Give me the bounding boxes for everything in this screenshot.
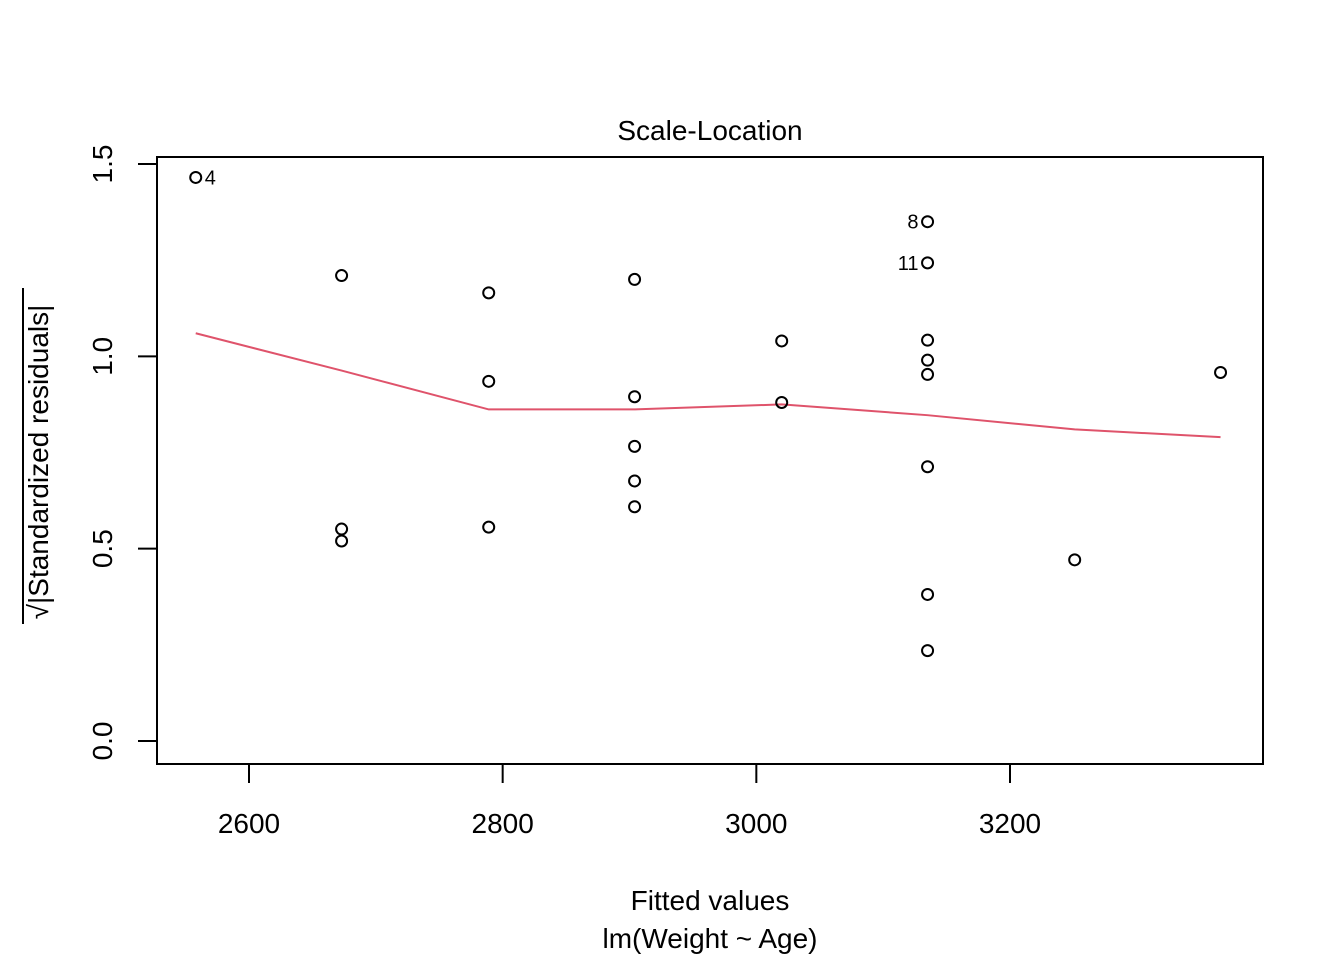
- y-axis-label-radical: √: [23, 603, 54, 619]
- data-point: [482, 374, 496, 388]
- data-point: [775, 395, 789, 409]
- data-point: [628, 390, 642, 404]
- point-label: 11: [898, 253, 919, 275]
- data-point: [189, 170, 203, 184]
- data-point: [628, 272, 642, 286]
- point-label: 4: [205, 167, 216, 189]
- y-axis: 0.0 0.5 1.0 1.5: [87, 145, 158, 761]
- x-axis-label: Fitted values: [631, 885, 790, 916]
- y-axis-label: √|Standardized residuals|: [23, 305, 54, 620]
- plot-frame: [156, 156, 1264, 765]
- data-point: [921, 587, 935, 601]
- y-tick-label: 1.0: [87, 337, 118, 376]
- data-point: [921, 460, 935, 474]
- smoother-line: [195, 332, 1221, 439]
- y-tick-label: 1.5: [87, 145, 118, 184]
- data-point: [921, 353, 935, 367]
- data-point: [628, 439, 642, 453]
- data-point: [921, 256, 935, 270]
- data-point: [628, 474, 642, 488]
- data-point: [335, 522, 349, 536]
- x-tick-label: 2800: [472, 808, 534, 839]
- x-tick-label: 2600: [218, 808, 280, 839]
- x-tick-label: 3000: [725, 808, 787, 839]
- data-point: [335, 534, 349, 548]
- data-point: [1214, 365, 1228, 379]
- x-axis: 2600 2800 3000 3200: [218, 763, 1041, 839]
- data-point: [482, 286, 496, 300]
- y-tick-label: 0.0: [87, 722, 118, 761]
- svg-text:√|Standardized residuals|: √|Standardized residuals|: [23, 305, 54, 620]
- x-axis-sublabel: lm(Weight ~ Age): [602, 923, 817, 954]
- data-point: [921, 333, 935, 347]
- data-point: [921, 644, 935, 658]
- data-points: 4 8 11: [189, 167, 1228, 658]
- y-tick-label: 0.5: [87, 529, 118, 568]
- data-point: [1068, 553, 1082, 567]
- x-tick-label: 3200: [979, 808, 1041, 839]
- y-axis-label-text: |Standardized residuals|: [23, 305, 54, 604]
- data-point: [628, 500, 642, 514]
- data-point: [775, 334, 789, 348]
- data-point: [482, 520, 496, 534]
- chart-title: Scale-Location: [617, 115, 802, 146]
- data-point: [921, 215, 935, 229]
- point-label: 8: [907, 212, 918, 234]
- data-point: [335, 269, 349, 283]
- data-point: [921, 367, 935, 381]
